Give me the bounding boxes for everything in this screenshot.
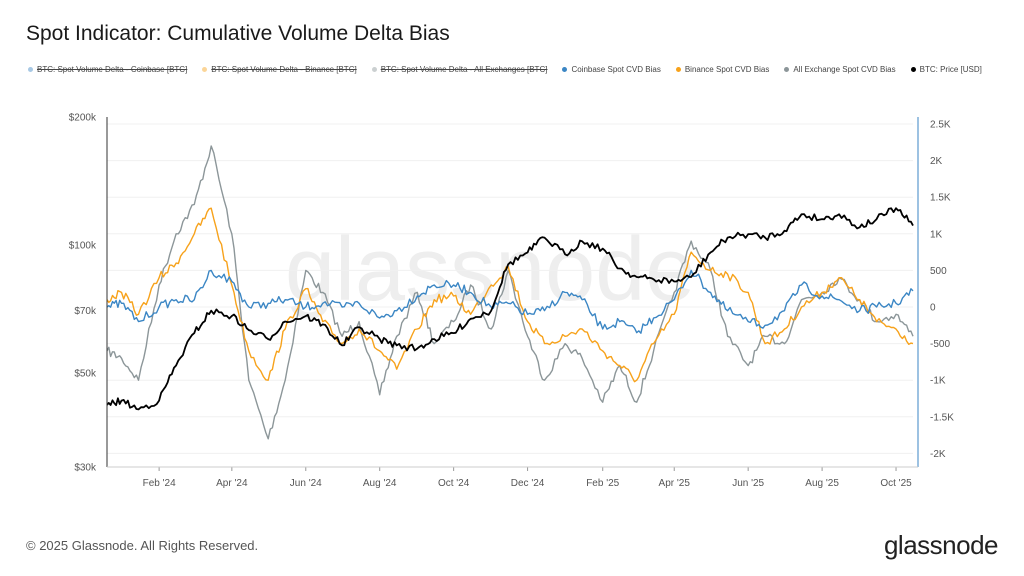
x-axis-tick-label: Aug '24: [363, 478, 397, 489]
series-line-all-exchange-spot-cvd-bias: [106, 145, 914, 440]
legend-item-binance-cvd-bias[interactable]: Binance Spot CVD Bias: [675, 65, 769, 74]
x-axis-tick-label: Apr '24: [216, 478, 248, 489]
left-axis-tick-label: $50k: [74, 368, 97, 379]
x-axis-tick-label: Aug '25: [805, 478, 839, 489]
legend-dot: [675, 67, 681, 72]
x-axis-tick-label: Jun '24: [290, 478, 322, 489]
glassnode-logo: glassnode: [883, 530, 999, 560]
legend-item-all-exchanges-volume-delta[interactable]: BTC: Spot Volume Delta - All Exchanges […: [371, 65, 547, 74]
x-axis-tick-label: Oct '24: [438, 478, 470, 489]
legend-dot: [28, 67, 33, 72]
series-line-btc-price-usd-: [106, 207, 914, 411]
right-axis-tick-label: 2.5K: [930, 120, 951, 131]
left-axis-tick-label: $100k: [69, 240, 97, 251]
right-axis-tick-label: -1K: [930, 376, 946, 387]
copyright: © 2025 Glassnode. All Rights Reserved.: [26, 538, 259, 553]
x-axis-tick-label: Jun '25: [732, 478, 764, 489]
x-axis-tick-label: Dec '24: [511, 478, 545, 489]
legend-item-btc-price[interactable]: BTC: Price [USD]: [910, 65, 982, 74]
legend-dot: [910, 67, 916, 72]
right-axis-tick-label: 0: [930, 303, 936, 314]
legend-item-coinbase-volume-delta[interactable]: BTC: Spot Volume Delta - Coinbase [BTC]: [28, 65, 187, 74]
x-axis-tick-label: Apr '25: [659, 478, 691, 489]
x-axis-tick-label: Feb '25: [586, 478, 619, 489]
legend-item-coinbase-cvd-bias[interactable]: Coinbase Spot CVD Bias: [562, 65, 661, 74]
series-line-coinbase-spot-cvd-bias: [106, 269, 914, 334]
legend-dot: [562, 67, 568, 72]
right-axis-tick-label: -2K: [930, 449, 946, 460]
right-axis-tick-label: 1.5K: [930, 193, 951, 204]
legend-item-binance-volume-delta[interactable]: BTC: Spot Volume Delta - Binance [BTC]: [202, 65, 357, 74]
right-axis-tick-label: -500: [930, 339, 950, 350]
legend-dot: [784, 67, 790, 72]
chart-title: Spot Indicator: Cumulative Volume Delta …: [26, 22, 450, 45]
left-axis-tick-label: $70k: [74, 306, 97, 317]
x-axis-tick-label: Feb '24: [143, 478, 176, 489]
right-axis-tick-label: 1K: [930, 229, 943, 240]
left-axis-tick-label: $200k: [69, 113, 97, 124]
legend-dot: [202, 67, 208, 72]
legend: BTC: Spot Volume Delta - Coinbase [BTC] …: [28, 65, 997, 74]
x-axis-tick-label: Oct '25: [880, 478, 912, 489]
legend-dot: [371, 67, 377, 72]
left-axis-tick-label: $30k: [74, 463, 97, 474]
right-axis-tick-label: 500: [930, 266, 947, 277]
legend-item-all-exchange-cvd-bias[interactable]: All Exchange Spot CVD Bias: [784, 65, 896, 74]
right-axis-tick-label: 2K: [930, 156, 943, 167]
right-axis-tick-label: -1.5K: [930, 412, 954, 423]
